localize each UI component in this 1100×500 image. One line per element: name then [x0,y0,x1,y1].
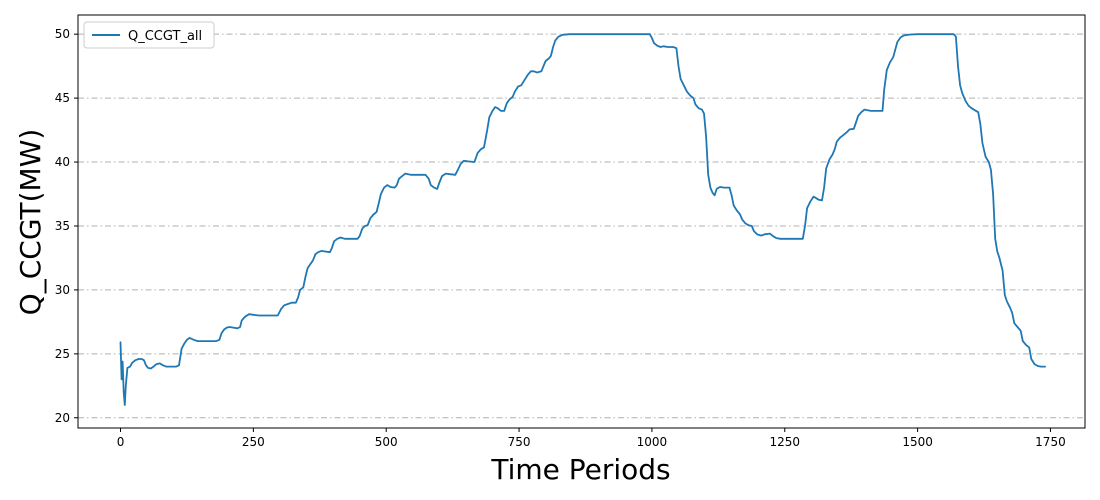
y-tick-label: 45 [55,91,70,105]
x-tick-label: 250 [242,435,265,449]
x-tick-label: 1250 [769,435,800,449]
x-axis-title: Time Periods [490,453,670,486]
legend: Q_CCGT_all [83,21,215,49]
x-tick-label: 750 [508,435,531,449]
y-tick-label: 20 [55,411,70,425]
y-tick-label: 40 [55,155,70,169]
y-axis: 20 25 30 35 40 45 50 [55,27,78,425]
y-tick-label: 35 [55,219,70,233]
x-tick-label: 1750 [1035,435,1066,449]
legend-box [83,21,215,49]
plot-frame [77,14,1086,429]
legend-label-q-ccgt-all: Q_CCGT_all [128,29,202,44]
x-tick-label: 500 [375,435,398,449]
series-line-q-ccgt-all [119,33,1046,406]
y-tick-label: 30 [55,283,70,297]
x-tick-label: 1500 [902,435,933,449]
x-tick-label: 0 [117,435,125,449]
series-layer [119,33,1046,406]
y-tick-label: 25 [55,347,70,361]
plot-area [78,15,1085,428]
x-axis: 0 250 500 750 1000 1250 1500 1750 [117,428,1066,449]
y-tick-label: 50 [55,27,70,41]
y-axis-title: Q_CCGT(MW) [14,129,47,316]
x-tick-label: 1000 [637,435,668,449]
